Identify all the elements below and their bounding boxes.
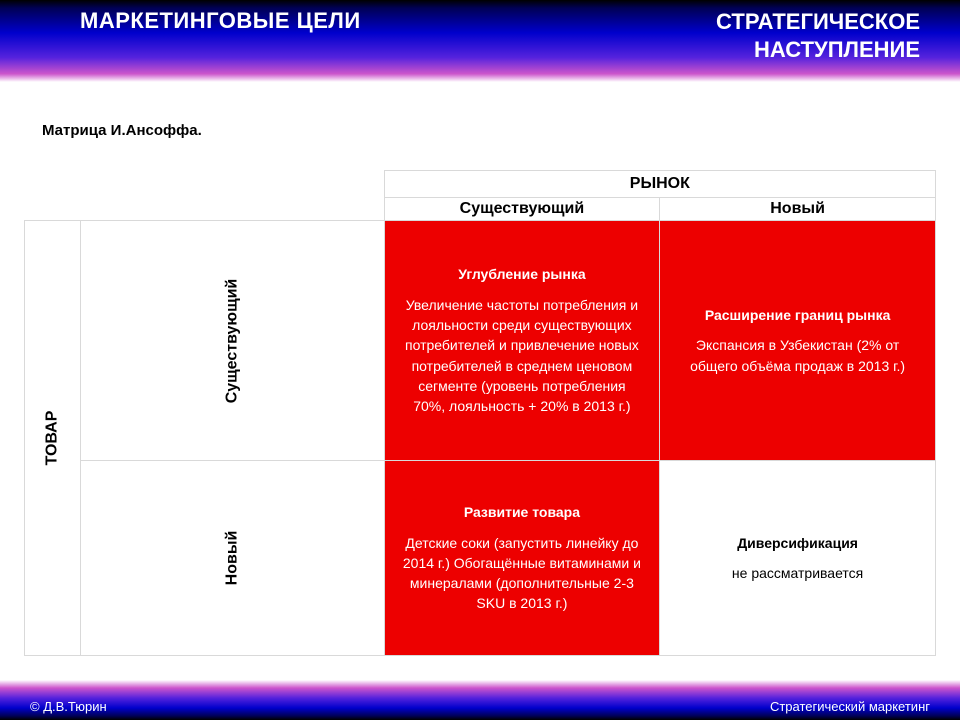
header-band: МАРКЕТИНГОВЫЕ ЦЕЛИ СТРАТЕГИЧЕСКОЕ НАСТУП…	[0, 0, 960, 82]
matrix-table: РЫНОК Существующий Новый ТОВАР Существую…	[24, 170, 936, 656]
col-axis-label: РЫНОК	[384, 171, 935, 198]
col-label-existing: Существующий	[384, 198, 660, 221]
cell-q4: Диверсификация не рассматривается	[660, 461, 936, 656]
row-label-existing: Существующий	[80, 221, 384, 461]
header-titles: МАРКЕТИНГОВЫЕ ЦЕЛИ СТРАТЕГИЧЕСКОЕ НАСТУП…	[0, 8, 960, 63]
cell-q3: Развитие товара Детские соки (запустить …	[384, 461, 660, 656]
cell-q3-title: Развитие товара	[401, 502, 644, 522]
cell-q2-body: Экспансия в Узбекистан (2% от общего объ…	[676, 335, 919, 376]
row-label-new-text: Новый	[223, 531, 241, 586]
cell-q2-title: Расширение границ рынка	[676, 305, 919, 325]
subtitle: Матрица И.Ансоффа.	[42, 122, 202, 139]
cell-q1-title: Углубление рынка	[401, 264, 644, 284]
footer-left: © Д.В.Тюрин	[30, 699, 107, 714]
title-right-line2: НАСТУПЛЕНИЕ	[754, 37, 920, 62]
cell-q4-body: не рассматривается	[676, 563, 919, 583]
title-right: СТРАТЕГИЧЕСКОЕ НАСТУПЛЕНИЕ	[716, 8, 920, 63]
title-left: МАРКЕТИНГОВЫЕ ЦЕЛИ	[80, 8, 361, 63]
row-axis-text: ТОВАР	[43, 411, 61, 466]
cell-q1: Углубление рынка Увеличение частоты потр…	[384, 221, 660, 461]
ansoff-matrix: РЫНОК Существующий Новый ТОВАР Существую…	[24, 170, 936, 656]
row-label-existing-text: Существующий	[223, 278, 241, 403]
cell-q2: Расширение границ рынка Экспансия в Узбе…	[660, 221, 936, 461]
cell-q4-title: Диверсификация	[676, 533, 919, 553]
row-axis-label: ТОВАР	[25, 221, 81, 656]
cell-q1-body: Увеличение частоты потребления и лояльно…	[401, 295, 644, 417]
title-right-line1: СТРАТЕГИЧЕСКОЕ	[716, 9, 920, 34]
row-label-new: Новый	[80, 461, 384, 656]
cell-q3-body: Детские соки (запустить линейку до 2014 …	[401, 533, 644, 614]
col-label-new: Новый	[660, 198, 936, 221]
footer-band: © Д.В.Тюрин Стратегический маркетинг	[0, 680, 960, 720]
footer-right: Стратегический маркетинг	[770, 699, 930, 714]
